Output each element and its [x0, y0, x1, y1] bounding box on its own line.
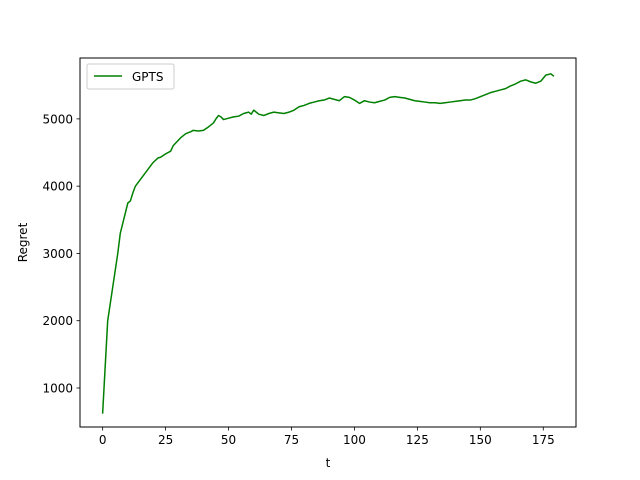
x-axis-ticks: 0 25 50 75 100 125 150 175: [99, 427, 555, 447]
y-tick-label: 1000: [42, 381, 73, 395]
y-axis-ticks: 1000 2000 3000 4000 5000: [42, 112, 80, 395]
y-tick-label: 2000: [42, 314, 73, 328]
y-axis-label: Regret: [16, 222, 30, 262]
x-tick-label: 125: [406, 433, 429, 447]
x-tick-label: 0: [99, 433, 107, 447]
legend: GPTS: [86, 63, 175, 90]
y-tick-label: 4000: [42, 180, 73, 194]
x-tick-label: 50: [221, 433, 236, 447]
x-axis-label: t: [326, 456, 331, 470]
y-tick-label: 5000: [42, 112, 73, 126]
series-line-gpts: [101, 73, 555, 414]
x-tick-label: 25: [158, 433, 173, 447]
x-tick-label: 175: [532, 433, 555, 447]
axes-frame: [79, 57, 577, 428]
x-tick-label: 100: [343, 433, 366, 447]
x-tick-label: 75: [284, 433, 299, 447]
legend-box: [86, 63, 175, 90]
legend-label-gpts: GPTS: [132, 70, 163, 84]
x-tick-label: 150: [469, 433, 492, 447]
series-layer: [101, 73, 555, 414]
y-tick-label: 3000: [42, 247, 73, 261]
